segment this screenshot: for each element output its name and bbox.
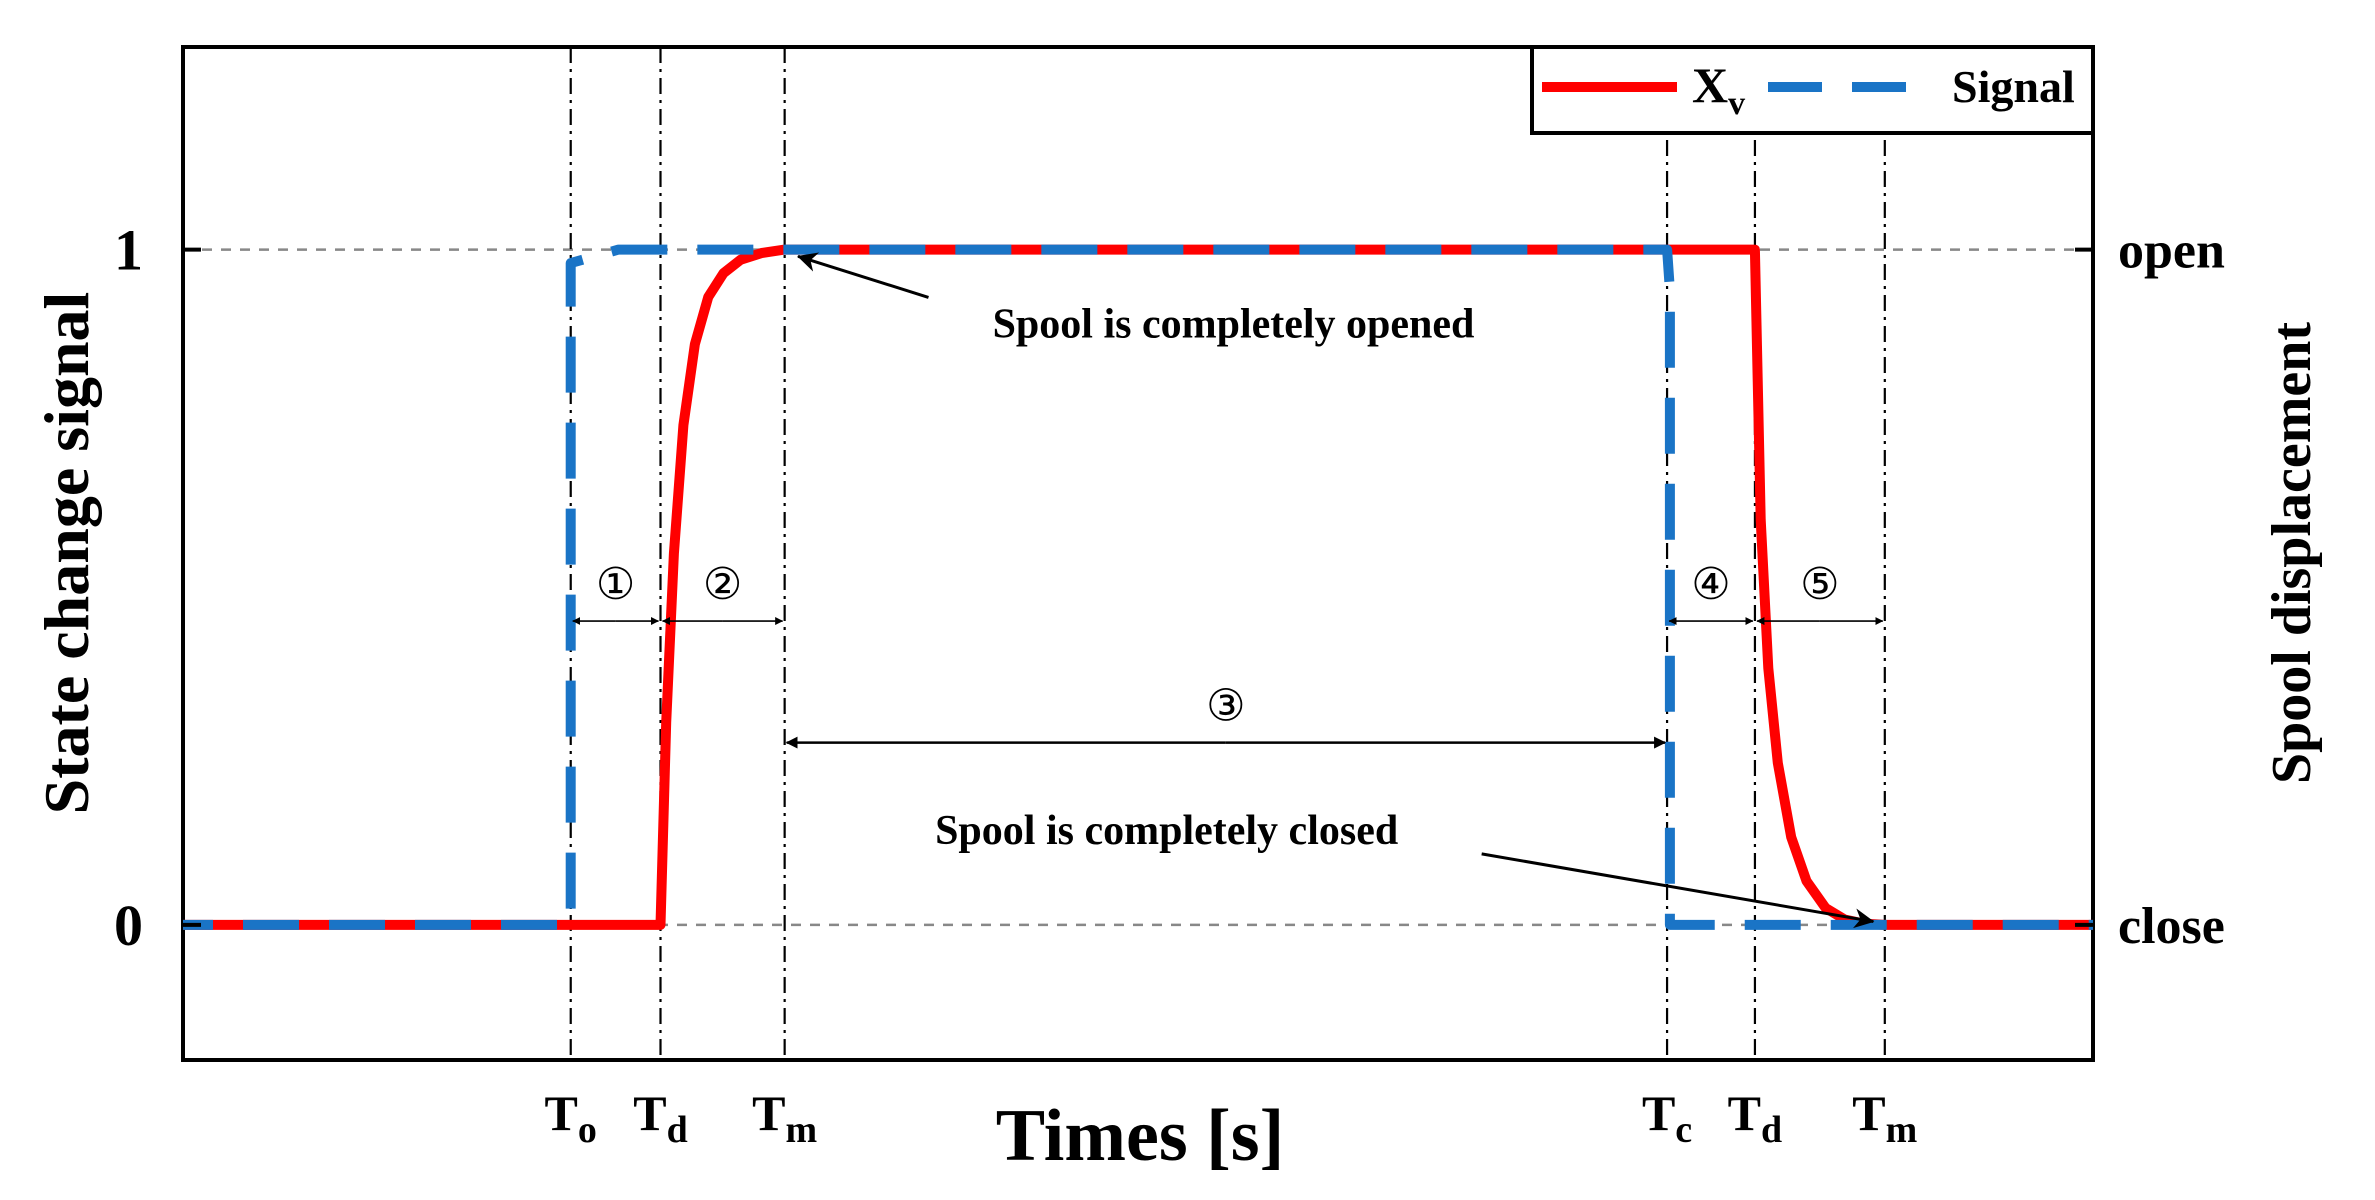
annotation-layer: ① ② ③ ④ ⑤ Spool is completely opened Spool is …: [572, 252, 1884, 929]
event-label: Tm: [1852, 1085, 1917, 1151]
x-axis-title: Times [s]: [996, 1095, 1284, 1177]
legend-label-signal: Signal: [1952, 61, 2075, 112]
callout-label: Spool is completely opened: [993, 301, 1475, 347]
event-label: Td: [633, 1085, 688, 1151]
callout-label: Spool is completely closed: [935, 808, 1398, 854]
legend: Xv Signal: [1530, 45, 2095, 135]
event-label: Td: [1728, 1085, 1783, 1151]
ticks-layer: 0 1 close open: [114, 218, 2225, 958]
event-label: Tc: [1642, 1085, 1692, 1151]
y-tick-label-left: 1: [114, 218, 143, 283]
interval-label: ⑤: [1800, 559, 1839, 610]
callout-arrow: [1481, 852, 1875, 929]
interval-label: ④: [1691, 559, 1730, 610]
event-label: Tm: [752, 1085, 817, 1151]
interval-label: ②: [703, 559, 742, 610]
y-tick-label-right: open: [2118, 223, 2225, 280]
callout-arrow: [797, 252, 929, 299]
event-label: To: [545, 1085, 597, 1151]
event-lines: To Td Tm Tc Td Tm: [545, 47, 1917, 1151]
y-axis-title-right: Spool displacement: [2261, 322, 2323, 784]
plot-frame: [181, 45, 2095, 1062]
interval-label: ①: [596, 559, 635, 610]
y-tick-label-right: close: [2118, 898, 2225, 955]
interval-label: ③: [1206, 681, 1245, 732]
series-line-signal: [183, 244, 2093, 930]
y-axis-title-left: State change signal: [31, 292, 102, 815]
y-tick-label-left: 0: [114, 893, 143, 958]
